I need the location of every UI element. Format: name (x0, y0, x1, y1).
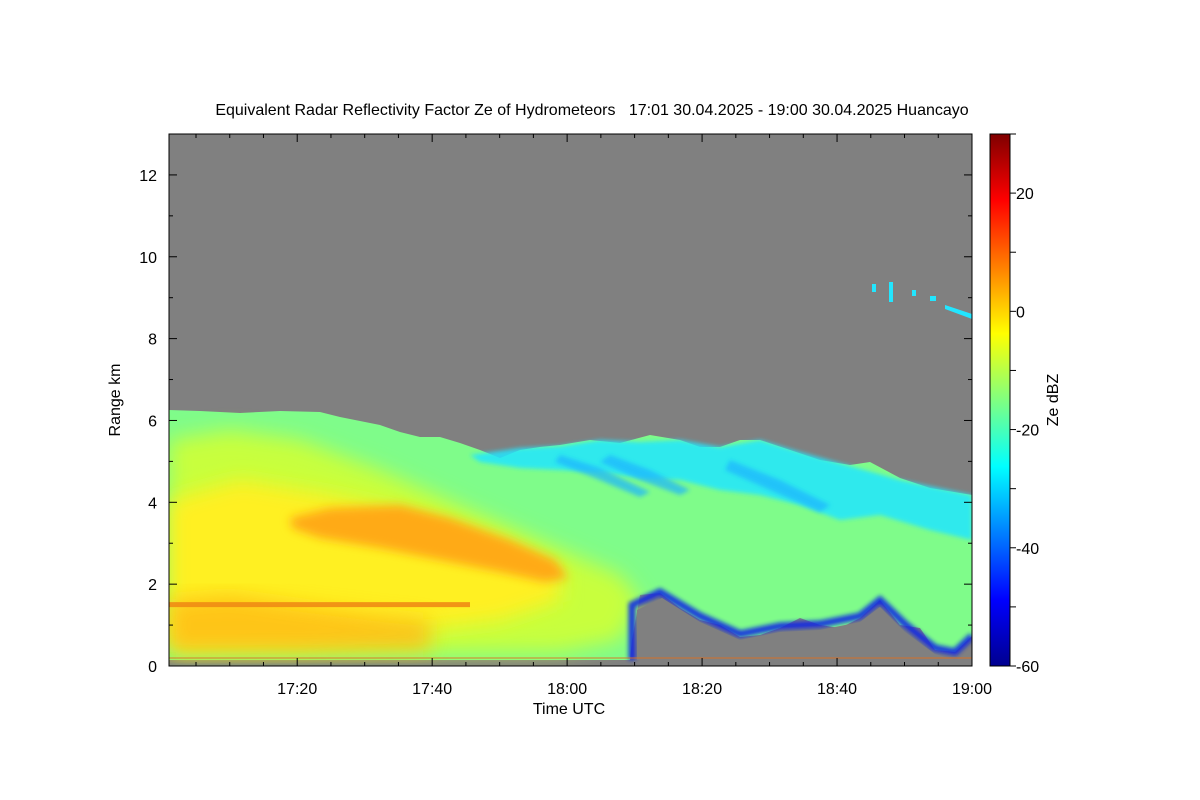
colorbar-tick-label: 0 (1016, 304, 1025, 321)
colorbar-tick-label: -40 (1016, 541, 1039, 558)
clear-lower-region (637, 598, 955, 660)
cirrus-fragment (889, 282, 893, 302)
x-tick-label: 18:40 (817, 681, 857, 698)
echo-orange-lowlevel (169, 595, 430, 652)
x-tick-label: 18:20 (682, 681, 722, 698)
colorbar-tick-label: -20 (1016, 423, 1039, 440)
y-tick-label: 4 (148, 495, 157, 512)
colorbar (989, 133, 1011, 667)
x-tick-label: 17:40 (412, 681, 452, 698)
plot-area (169, 134, 972, 666)
colorbar-label: Ze dBZ (1045, 374, 1062, 427)
colorbar-axis: -60 -40 -20 0 20 (1010, 133, 1039, 676)
echo-upper-fringe (470, 440, 972, 540)
y-axis-label: Range km (107, 364, 124, 437)
y-tick-label: 10 (139, 250, 157, 267)
cirrus-fragment (872, 284, 876, 292)
x-tick-label: 17:20 (277, 681, 317, 698)
cirrus-fragment (912, 290, 916, 296)
y-tick-label: 2 (148, 577, 157, 594)
x-tick-label: 19:00 (952, 681, 992, 698)
y-axis: 0 2 4 6 8 10 12 (139, 133, 972, 676)
cirrus-fragment (945, 305, 972, 319)
chart-title: Equivalent Radar Reflectivity Factor Ze … (215, 102, 968, 119)
plot-frame (168, 133, 973, 667)
x-tick-label: 18:00 (547, 681, 587, 698)
x-axis-label: Time UTC (533, 701, 605, 718)
cirrus-fragment (930, 296, 936, 301)
echo-lower-blue-edge (628, 588, 972, 660)
echo-orange-band (290, 505, 568, 582)
x-axis: 17:20 17:40 18:00 18:20 18:40 19:00 (195, 134, 992, 698)
y-tick-label: 12 (139, 168, 157, 185)
echo-streaks (555, 455, 830, 512)
colorbar-tick-label: 20 (1016, 186, 1034, 203)
y-tick-label: 6 (148, 413, 157, 430)
y-tick-label: 0 (148, 659, 157, 676)
y-tick-label: 8 (148, 332, 157, 349)
cirrus-fragments (872, 282, 972, 319)
colorbar-tick-label: -60 (1016, 659, 1039, 676)
